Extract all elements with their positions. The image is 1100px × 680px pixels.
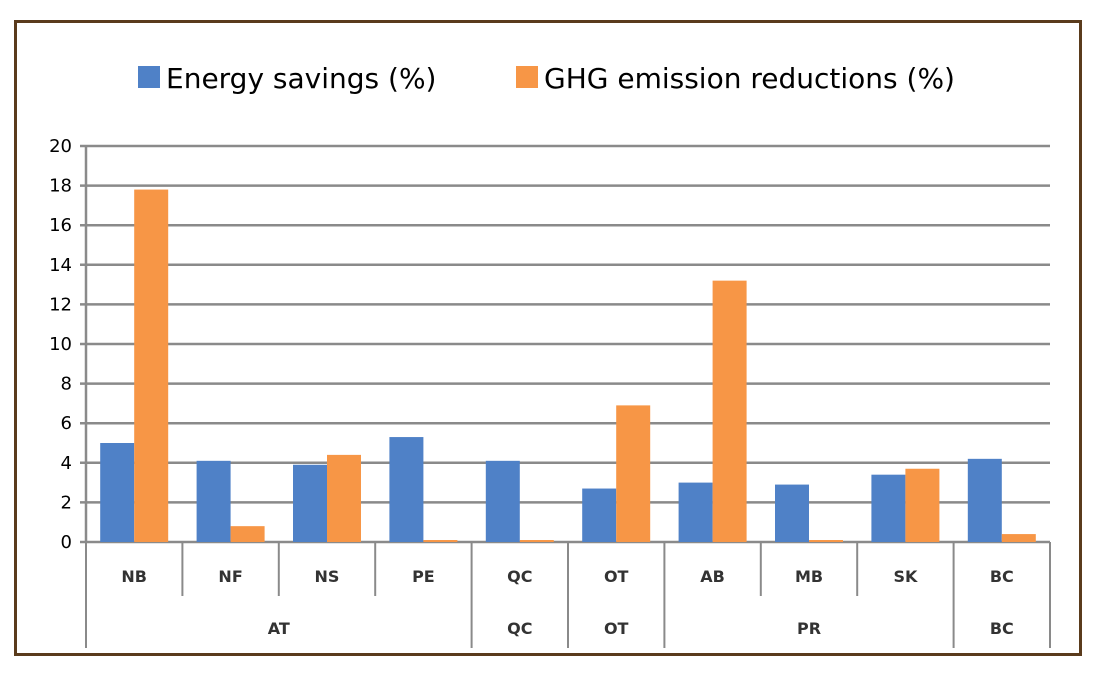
y-tick-label-2: 2 <box>61 492 72 513</box>
legend-swatch-energy-savings <box>138 66 160 88</box>
bar-ghg-reductions-pe <box>423 540 458 542</box>
legend-label-energy-savings: Energy savings (%) <box>166 62 436 95</box>
x-tick-label-mb: MB <box>795 567 823 586</box>
y-axis-ticks: 0 2 4 6 8 10 12 14 16 18 20 <box>49 136 72 553</box>
x-tick-label-pe: PE <box>412 567 435 586</box>
bar-ghg-reductions-sk <box>905 468 940 542</box>
bar-energy-savings-qc <box>485 460 520 542</box>
y-tick-label-20: 20 <box>49 136 72 157</box>
y-tick-label-14: 14 <box>49 255 72 276</box>
y-tick-label-18: 18 <box>49 176 72 197</box>
bar-energy-savings-mb <box>775 484 809 542</box>
group-label-at: AT <box>268 619 290 638</box>
x-tick-label-nf: NF <box>218 567 242 586</box>
x-axis: NB NF NS PE QC OT AB MB SK BC AT QC OT PR BC <box>85 542 1051 648</box>
x-tick-label-qc: QC <box>507 567 532 586</box>
x-tick-label-nb: NB <box>121 567 147 586</box>
bar-energy-savings-pe <box>389 437 424 542</box>
y-tick-label-0: 0 <box>61 532 72 553</box>
bar-energy-savings-sk <box>871 474 906 542</box>
group-label-bc: BC <box>990 619 1014 638</box>
legend-swatch-ghg-reductions <box>516 66 538 88</box>
bar-energy-savings-ns <box>293 464 327 542</box>
x-tick-label-ab: AB <box>700 567 725 586</box>
x-tick-label-ns: NS <box>315 567 340 586</box>
group-label-pr: PR <box>797 619 821 638</box>
bar-energy-savings-ab <box>678 482 713 542</box>
x-tick-label-ot: OT <box>604 567 629 586</box>
y-tick-label-8: 8 <box>61 374 72 395</box>
y-tick-label-4: 4 <box>61 453 72 474</box>
bar-ghg-reductions-nf <box>230 526 265 542</box>
bar-ghg-reductions-bc <box>1001 534 1036 542</box>
bar-energy-savings-bc <box>967 458 1002 542</box>
legend: Energy savings (%) GHG emission reduction… <box>138 62 955 95</box>
x-tick-label-bc: BC <box>990 567 1014 586</box>
bar-ghg-reductions-ns <box>327 454 361 542</box>
bar-ghg-reductions-ab <box>712 280 747 542</box>
bar-ghg-reductions-nb <box>134 189 169 542</box>
bar-ghg-reductions-ot <box>616 405 651 542</box>
bars <box>100 189 1036 542</box>
chart-frame <box>14 20 1082 656</box>
y-tick-label-12: 12 <box>49 294 72 315</box>
bar-energy-savings-ot <box>582 488 617 542</box>
y-tick-label-16: 16 <box>49 215 72 236</box>
bar-energy-savings-nb <box>100 443 135 542</box>
group-label-ot: OT <box>604 619 629 638</box>
x-tick-label-sk: SK <box>893 567 918 586</box>
y-tick-label-10: 10 <box>49 334 72 355</box>
bar-energy-savings-nf <box>196 460 231 542</box>
bar-ghg-reductions-qc <box>519 540 554 542</box>
legend-label-ghg-reductions: GHG emission reductions (%) <box>544 62 955 95</box>
bar-ghg-reductions-mb <box>809 540 843 542</box>
group-label-qc: QC <box>507 619 532 638</box>
y-tick-label-6: 6 <box>61 413 72 434</box>
